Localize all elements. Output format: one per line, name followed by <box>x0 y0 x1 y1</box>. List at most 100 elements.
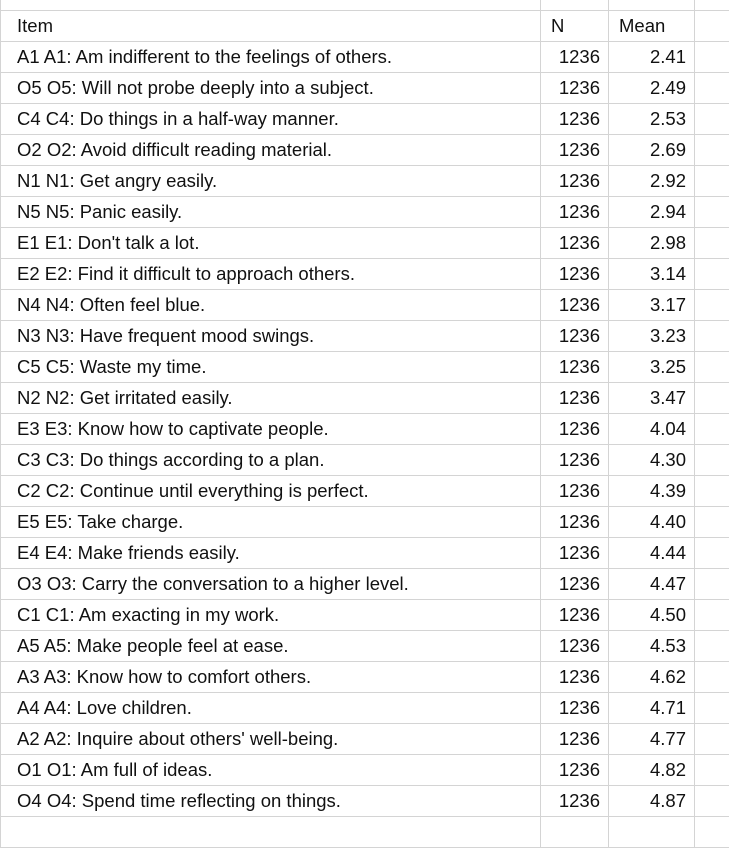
n-cell[interactable]: 1236 <box>541 351 609 382</box>
item-cell[interactable]: A3 A3: Know how to comfort others. <box>1 661 541 692</box>
item-cell[interactable]: N1 N1: Get angry easily. <box>1 165 541 196</box>
mean-cell[interactable]: 2.69 <box>609 134 695 165</box>
mean-cell[interactable]: 4.50 <box>609 599 695 630</box>
n-cell[interactable]: 1236 <box>541 537 609 568</box>
cell[interactable] <box>695 785 729 816</box>
cell[interactable] <box>695 444 729 475</box>
item-cell[interactable]: A1 A1: Am indifferent to the feelings of… <box>1 41 541 72</box>
cell[interactable] <box>695 351 729 382</box>
cell[interactable] <box>695 816 729 847</box>
item-cell[interactable]: O5 O5: Will not probe deeply into a subj… <box>1 72 541 103</box>
cell[interactable] <box>695 475 729 506</box>
mean-cell[interactable]: 4.39 <box>609 475 695 506</box>
n-cell[interactable]: 1236 <box>541 444 609 475</box>
item-cell[interactable]: E3 E3: Know how to captivate people. <box>1 413 541 444</box>
mean-cell[interactable]: 4.40 <box>609 506 695 537</box>
mean-cell[interactable]: 4.77 <box>609 723 695 754</box>
mean-cell[interactable]: 3.25 <box>609 351 695 382</box>
header-cell-item[interactable]: Item <box>1 10 541 41</box>
n-cell[interactable]: 1236 <box>541 289 609 320</box>
item-cell[interactable]: O3 O3: Carry the conversation to a highe… <box>1 568 541 599</box>
cell[interactable] <box>695 258 729 289</box>
n-cell[interactable]: 1236 <box>541 134 609 165</box>
n-cell[interactable]: 1236 <box>541 630 609 661</box>
mean-cell[interactable]: 2.49 <box>609 72 695 103</box>
n-cell[interactable]: 1236 <box>541 754 609 785</box>
item-cell[interactable]: C5 C5: Waste my time. <box>1 351 541 382</box>
item-cell[interactable]: O2 O2: Avoid difficult reading material. <box>1 134 541 165</box>
n-cell[interactable]: 1236 <box>541 227 609 258</box>
mean-cell[interactable]: 4.87 <box>609 785 695 816</box>
item-cell[interactable]: O4 O4: Spend time reflecting on things. <box>1 785 541 816</box>
mean-cell[interactable]: 2.53 <box>609 103 695 134</box>
cell[interactable] <box>695 103 729 134</box>
mean-cell[interactable]: 4.82 <box>609 754 695 785</box>
header-cell-mean[interactable]: Mean <box>609 10 695 41</box>
cell[interactable] <box>695 599 729 630</box>
cell[interactable] <box>695 320 729 351</box>
n-cell[interactable]: 1236 <box>541 165 609 196</box>
item-cell[interactable]: N2 N2: Get irritated easily. <box>1 382 541 413</box>
item-cell[interactable]: C3 C3: Do things according to a plan. <box>1 444 541 475</box>
cell[interactable] <box>695 0 729 10</box>
mean-cell[interactable]: 2.41 <box>609 41 695 72</box>
n-cell[interactable]: 1236 <box>541 506 609 537</box>
n-cell[interactable]: 1236 <box>541 320 609 351</box>
cell[interactable] <box>695 413 729 444</box>
cell[interactable] <box>695 661 729 692</box>
cell[interactable] <box>695 692 729 723</box>
mean-cell[interactable]: 4.62 <box>609 661 695 692</box>
item-cell[interactable]: E2 E2: Find it difficult to approach oth… <box>1 258 541 289</box>
cell[interactable] <box>695 72 729 103</box>
item-cell[interactable]: N4 N4: Often feel blue. <box>1 289 541 320</box>
cell[interactable] <box>695 41 729 72</box>
n-cell[interactable]: 1236 <box>541 785 609 816</box>
n-cell[interactable]: 1236 <box>541 41 609 72</box>
cell[interactable] <box>1 0 541 10</box>
n-cell[interactable]: 1236 <box>541 475 609 506</box>
mean-cell[interactable]: 4.53 <box>609 630 695 661</box>
item-cell[interactable]: N3 N3: Have frequent mood swings. <box>1 320 541 351</box>
cell[interactable] <box>695 227 729 258</box>
mean-cell[interactable]: 2.98 <box>609 227 695 258</box>
item-cell[interactable]: C4 C4: Do things in a half-way manner. <box>1 103 541 134</box>
cell[interactable] <box>695 568 729 599</box>
n-cell[interactable]: 1236 <box>541 692 609 723</box>
cell[interactable] <box>695 754 729 785</box>
cell[interactable] <box>695 630 729 661</box>
item-cell[interactable]: A4 A4: Love children. <box>1 692 541 723</box>
header-cell-n[interactable]: N <box>541 10 609 41</box>
mean-cell[interactable]: 3.14 <box>609 258 695 289</box>
n-cell[interactable]: 1236 <box>541 413 609 444</box>
item-cell[interactable]: N5 N5: Panic easily. <box>1 196 541 227</box>
item-cell[interactable]: E1 E1: Don't talk a lot. <box>1 227 541 258</box>
item-cell[interactable]: E5 E5: Take charge. <box>1 506 541 537</box>
cell[interactable] <box>609 0 695 10</box>
cell[interactable] <box>541 0 609 10</box>
mean-cell[interactable]: 4.04 <box>609 413 695 444</box>
item-cell[interactable]: O1 O1: Am full of ideas. <box>1 754 541 785</box>
cell[interactable] <box>695 10 729 41</box>
mean-cell[interactable]: 2.92 <box>609 165 695 196</box>
n-cell[interactable]: 1236 <box>541 196 609 227</box>
cell[interactable] <box>609 816 695 847</box>
mean-cell[interactable]: 3.23 <box>609 320 695 351</box>
cell[interactable] <box>695 289 729 320</box>
n-cell[interactable]: 1236 <box>541 568 609 599</box>
cell[interactable] <box>1 816 541 847</box>
n-cell[interactable]: 1236 <box>541 382 609 413</box>
cell[interactable] <box>695 723 729 754</box>
n-cell[interactable]: 1236 <box>541 258 609 289</box>
mean-cell[interactable]: 2.94 <box>609 196 695 227</box>
cell[interactable] <box>695 382 729 413</box>
n-cell[interactable]: 1236 <box>541 661 609 692</box>
n-cell[interactable]: 1236 <box>541 72 609 103</box>
n-cell[interactable]: 1236 <box>541 103 609 134</box>
item-cell[interactable]: E4 E4: Make friends easily. <box>1 537 541 568</box>
mean-cell[interactable]: 3.17 <box>609 289 695 320</box>
mean-cell[interactable]: 4.44 <box>609 537 695 568</box>
cell[interactable] <box>695 134 729 165</box>
mean-cell[interactable]: 4.30 <box>609 444 695 475</box>
mean-cell[interactable]: 4.71 <box>609 692 695 723</box>
mean-cell[interactable]: 4.47 <box>609 568 695 599</box>
